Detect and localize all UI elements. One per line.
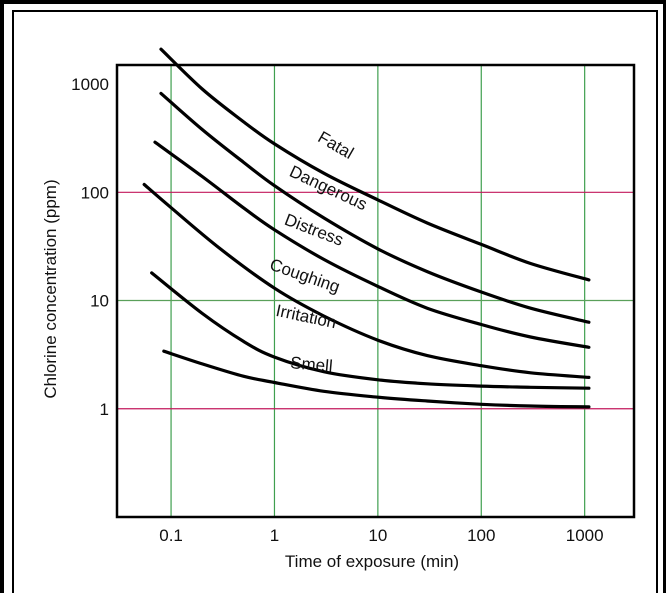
- x-tick-label: 10: [368, 526, 387, 545]
- y-axis-title: Chlorine concentration (ppm): [41, 179, 60, 398]
- x-tick-label: 100: [467, 526, 495, 545]
- x-tick-label: 0.1: [159, 526, 183, 545]
- curve-irritation: [150, 271, 591, 390]
- x-tick-label: 1: [270, 526, 279, 545]
- frame-inner-top-rule: [12, 10, 658, 12]
- frame-inner-right-rule: [656, 10, 658, 593]
- curve-label-fatal: Fatal: [315, 128, 357, 163]
- curve-labels: FatalDangerousDistressCoughingIrritation…: [267, 128, 370, 376]
- tick-labels: 0.1 1 10 100 1000 1 10 100 1000: [71, 75, 603, 545]
- curve-label-distress: Distress: [282, 210, 346, 250]
- y-tick-label: 1: [100, 400, 109, 419]
- curve-distress: [153, 140, 591, 349]
- grid-lines: [117, 65, 634, 517]
- y-tick-label: 1000: [71, 75, 109, 94]
- curve-dangerous: [159, 91, 591, 324]
- frame-inner-left-rule: [12, 10, 14, 593]
- plot-area-border: [115, 63, 636, 519]
- curve-smell: [162, 349, 591, 409]
- curve-label-dangerous: Dangerous: [287, 162, 370, 214]
- curve-fatal: [159, 47, 591, 282]
- x-axis-title: Time of exposure (min): [285, 552, 459, 571]
- curve-coughing: [142, 182, 591, 379]
- x-tick-label: 1000: [566, 526, 604, 545]
- y-tick-label: 10: [90, 292, 109, 311]
- curve-label-smell: Smell: [289, 353, 333, 376]
- y-tick-label: 100: [81, 183, 109, 202]
- curves: [142, 47, 591, 409]
